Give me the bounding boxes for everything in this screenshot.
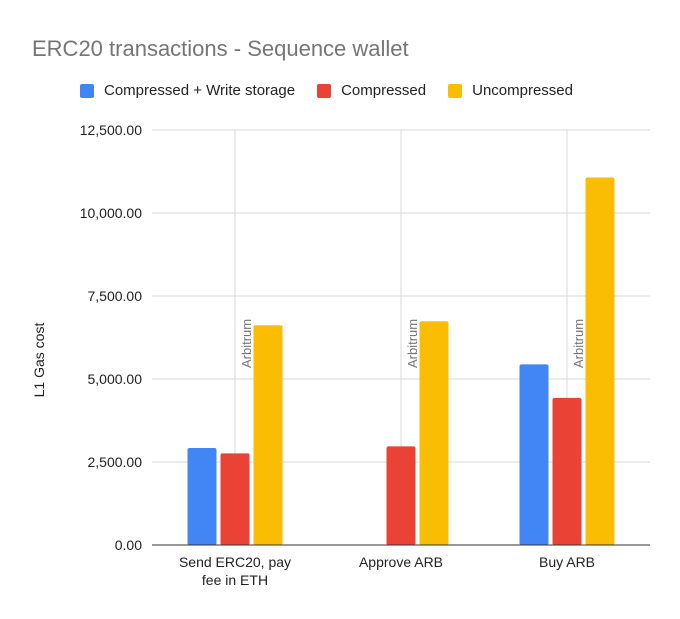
y-tick-label: 5,000.00 (88, 371, 143, 387)
bar (552, 397, 582, 545)
legend-swatch (448, 83, 463, 98)
legend-label: Uncompressed (472, 82, 573, 99)
legend-label: Compressed + Write storage (104, 82, 296, 99)
legend-item-uncompressed[interactable]: Uncompressed (448, 82, 573, 99)
x-tick-label-line: Buy ARB (539, 554, 595, 570)
legend-item-compressed-write-storage[interactable]: Compressed + Write storage (80, 82, 295, 99)
x-tick-label: Approve ARB (359, 554, 443, 570)
legend-swatch (317, 83, 332, 98)
annotation-label: Arbitrum (571, 319, 586, 368)
x-tick-label: Buy ARB (539, 554, 595, 570)
y-tick-label: 2,500.00 (88, 454, 143, 470)
legend-label: Compressed (341, 82, 427, 99)
y-tick-label: 0.00 (115, 537, 142, 553)
bar (386, 446, 416, 545)
x-tick-label-line: Approve ARB (359, 554, 443, 570)
y-tick-label: 12,500.00 (80, 122, 142, 138)
y-tick-label: 10,000.00 (80, 205, 142, 221)
x-tick-label-line: fee in ETH (202, 572, 268, 588)
legend: Compressed + Write storage Compressed Un… (80, 82, 595, 99)
legend-item-compressed[interactable]: Compressed (317, 82, 426, 99)
chart-title: ERC20 transactions - Sequence wallet (32, 36, 409, 61)
y-tick-label: 7,500.00 (88, 288, 143, 304)
y-axis-title: L1 Gas cost (31, 323, 47, 398)
bar (519, 364, 549, 545)
bar (585, 177, 615, 545)
annotation-label: Arbitrum (405, 319, 420, 368)
legend-swatch (80, 83, 94, 98)
bar (187, 448, 217, 545)
annotation-label: Arbitrum (239, 319, 254, 368)
bar (253, 325, 283, 545)
x-tick-label-line: Send ERC20, pay (179, 554, 291, 570)
x-tick-label: Send ERC20, pay fee in ETH (179, 554, 291, 588)
bar (220, 453, 250, 545)
bar (419, 321, 449, 545)
